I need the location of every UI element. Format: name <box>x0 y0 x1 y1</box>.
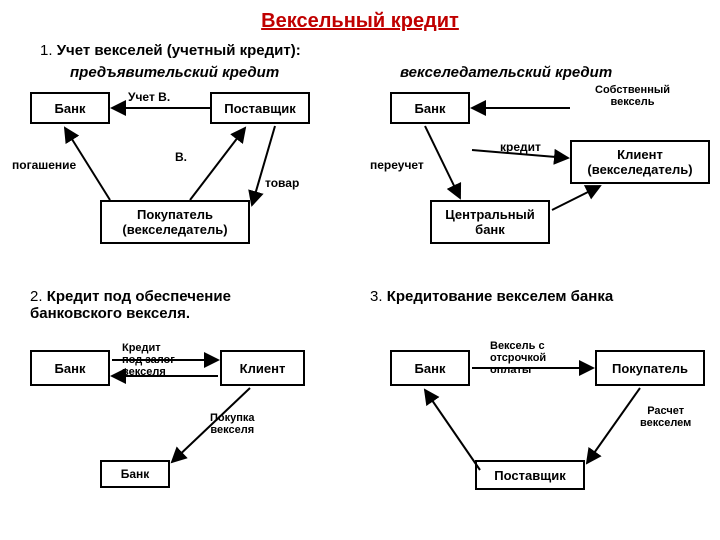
arrows-layer <box>0 0 720 540</box>
s1r-client-box: Клиент (векселедатель) <box>570 140 710 184</box>
s3-edge-right: Расчет векселем <box>640 405 691 429</box>
s3-buyer-box: Покупатель <box>595 350 705 386</box>
s2-edge-top: Кредит под залог векселя <box>122 342 175 378</box>
s2-bank-box: Банк <box>30 350 110 386</box>
s1l-edge-mid: В. <box>175 150 187 164</box>
section3-heading: 3. Кредитование векселем банка <box>370 288 613 305</box>
section3-num: 3. <box>370 288 383 305</box>
section1-right-sub: векселедательский кредит <box>400 64 612 81</box>
section1-num: 1. <box>40 42 53 59</box>
page-title: Вексельный кредит <box>0 10 720 33</box>
s1l-bank-box: Банк <box>30 92 110 124</box>
s1l-edge-top: Учет В. <box>128 90 170 104</box>
section3-text: Кредитование векселем банка <box>387 288 614 305</box>
s3-supplier-box: Поставщик <box>475 460 585 490</box>
s2-small-bank-box: Банк <box>100 460 170 488</box>
s2-edge-right: Покупка векселя <box>210 412 255 436</box>
section2-heading: 2. Кредит под обеспечение банковского ве… <box>30 288 310 322</box>
s2-client-box: Клиент <box>220 350 305 386</box>
s1r-cb-box: Центральный банк <box>430 200 550 244</box>
section1-text: Учет векселей (учетный кредит): <box>57 42 301 59</box>
section1-left-sub: предъявительский кредит <box>70 64 279 81</box>
s1r-edge-mid: кредит <box>500 140 541 154</box>
section1-heading: 1. Учет векселей (учетный кредит): <box>40 42 301 59</box>
s1r-edge-top: Собственный вексель <box>595 84 670 108</box>
s1l-buyer-box: Покупатель (векселедатель) <box>100 200 250 244</box>
section2-text: Кредит под обеспечение банковского вексе… <box>30 288 231 322</box>
s1r-edge-left: переучет <box>370 158 424 172</box>
section2-num: 2. <box>30 288 43 305</box>
s1l-edge-right: товар <box>265 176 299 190</box>
s3-edge-top: Вексель с отсрочкой оплаты <box>490 340 546 376</box>
s1r-bank-box: Банк <box>390 92 470 124</box>
s3-bank-box: Банк <box>390 350 470 386</box>
s1l-edge-left: погашение <box>12 158 76 172</box>
s1l-supplier-box: Поставщик <box>210 92 310 124</box>
